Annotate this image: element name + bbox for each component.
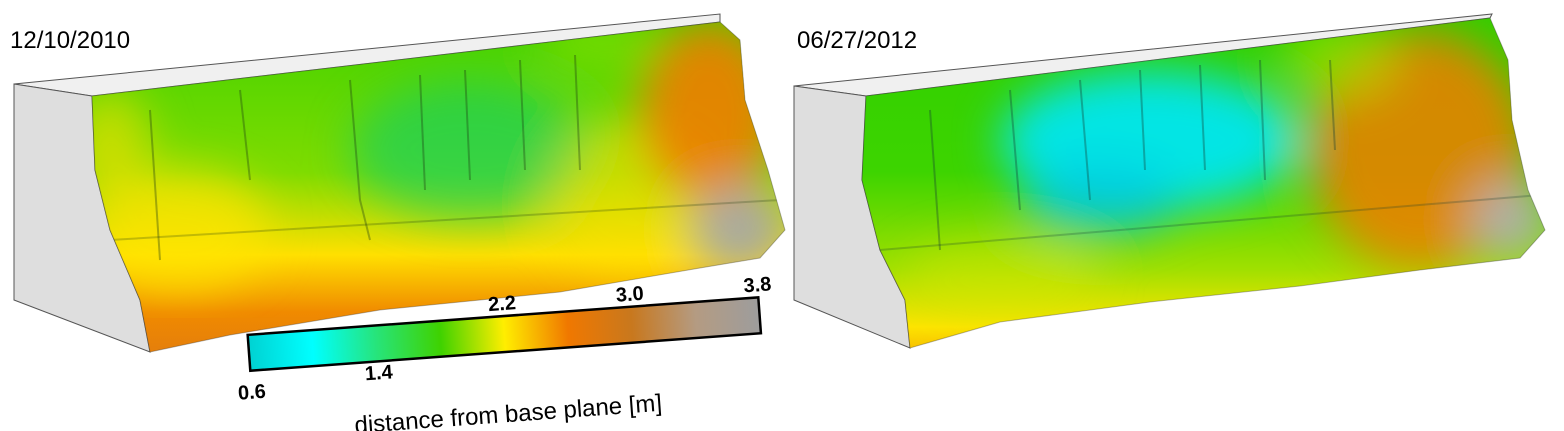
- colorbar-gradient: [246, 296, 763, 373]
- cloud-outline-2012: [861, 17, 1546, 349]
- panel-2010: 12/10/2010: [10, 13, 786, 353]
- colorbar-tick-label: 0.6: [237, 381, 266, 405]
- colorbar-tick-label: 1.4: [364, 361, 394, 385]
- panel-2012: 06/27/2012: [793, 13, 1546, 349]
- cloud-outline-2010: [91, 21, 786, 353]
- point-cloud-2012: [862, 18, 1545, 348]
- colorbar-title: distance from base plane [m]: [354, 390, 663, 431]
- colorbar-tick-label: 2.2: [487, 292, 516, 316]
- colorbar-tick-label: 3.8: [743, 273, 772, 297]
- colorbar-ticks: 0.6 1.4 2.2 3.0 3.8: [237, 273, 772, 405]
- colorbar-tick-label: 3.0: [615, 283, 644, 307]
- panel-date-label: 06/27/2012: [797, 27, 917, 54]
- panel-date-label: 12/10/2010: [10, 27, 130, 54]
